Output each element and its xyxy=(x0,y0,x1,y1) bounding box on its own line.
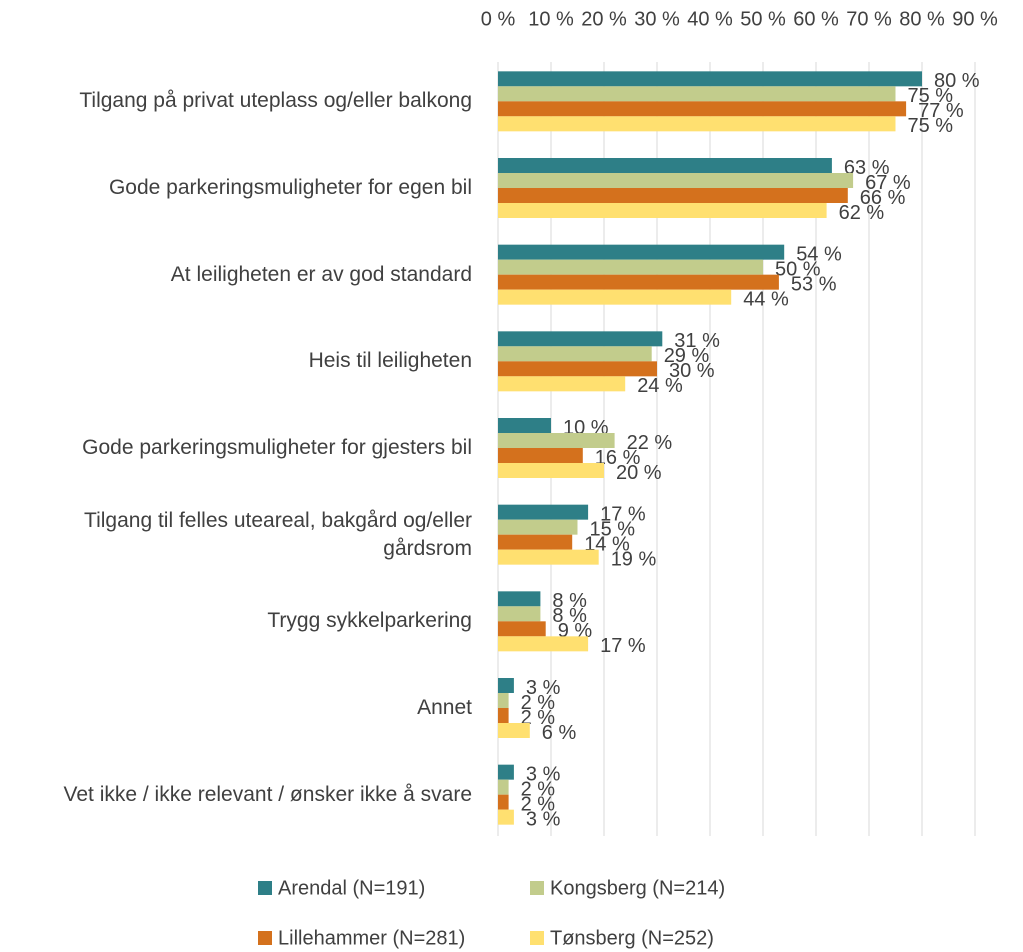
bar xyxy=(498,621,546,637)
legend-label: Kongsberg (N=214) xyxy=(550,877,725,899)
data-label: 53 % xyxy=(791,273,837,295)
bar xyxy=(498,244,785,260)
category-label: Annet xyxy=(417,696,472,719)
data-label: 77 % xyxy=(918,100,964,122)
legend-swatch xyxy=(530,881,544,895)
data-label: 67 % xyxy=(865,172,911,194)
data-label: 80 % xyxy=(934,70,980,92)
x-tick-label: 60 % xyxy=(793,8,839,30)
bar xyxy=(498,274,779,290)
bar xyxy=(498,764,514,780)
bar xyxy=(498,779,509,795)
data-label: 17 % xyxy=(600,635,646,657)
data-label: 30 % xyxy=(669,360,715,382)
bar xyxy=(498,534,573,550)
data-label: 50 % xyxy=(775,258,821,280)
data-label: 20 % xyxy=(616,462,662,484)
legend-swatch xyxy=(530,931,544,945)
bar xyxy=(498,101,907,117)
bar xyxy=(498,693,509,708)
bar xyxy=(498,361,657,377)
category-label: Trygg sykkelparkering xyxy=(267,609,472,633)
legend-label: Tønsberg (N=252) xyxy=(550,927,714,949)
category-label: Heis til leiligheten xyxy=(308,349,472,373)
bar xyxy=(498,448,583,463)
bar xyxy=(498,86,896,102)
bar xyxy=(498,463,604,478)
bar xyxy=(498,418,551,433)
bar xyxy=(498,708,509,723)
x-tick-label: 30 % xyxy=(634,8,680,30)
data-label: 75 % xyxy=(908,115,954,137)
data-label: 3 % xyxy=(526,677,561,699)
bar xyxy=(498,433,615,448)
bar xyxy=(498,71,922,87)
data-label: 19 % xyxy=(611,548,657,570)
x-tick-label: 50 % xyxy=(740,8,786,30)
x-tick-label: 40 % xyxy=(687,8,733,30)
data-label: 24 % xyxy=(637,375,683,397)
data-label: 31 % xyxy=(674,330,720,352)
bar xyxy=(498,289,732,305)
bar xyxy=(498,678,514,693)
legend-label: Lillehammer (N=281) xyxy=(278,927,465,949)
data-label: 44 % xyxy=(743,288,789,310)
bar xyxy=(498,723,530,738)
bar xyxy=(498,549,599,565)
bar xyxy=(498,504,589,520)
bar xyxy=(498,158,832,173)
bar xyxy=(498,116,896,132)
data-label: 2 % xyxy=(521,778,556,800)
data-label: 16 % xyxy=(595,447,641,469)
data-label: 3 % xyxy=(526,808,561,830)
bar xyxy=(498,188,848,203)
bar xyxy=(498,809,514,825)
data-label: 29 % xyxy=(664,345,710,367)
x-tick-label: 20 % xyxy=(581,8,627,30)
x-tick-label: 10 % xyxy=(528,8,574,30)
bar xyxy=(498,173,854,188)
bar xyxy=(498,519,578,535)
bar xyxy=(498,331,663,347)
data-label: 63 % xyxy=(844,157,890,179)
legend-label: Arendal (N=191) xyxy=(278,877,425,899)
bar xyxy=(498,203,827,218)
data-label: 62 % xyxy=(839,202,885,224)
x-tick-label: 80 % xyxy=(899,8,945,30)
legend-swatch xyxy=(258,931,272,945)
category-label: Tilgang til felles uteareal, bakgård og/… xyxy=(84,508,472,560)
data-label: 2 % xyxy=(521,793,556,815)
data-label: 15 % xyxy=(590,518,636,540)
data-label: 8 % xyxy=(552,590,587,612)
bar xyxy=(498,376,626,392)
bar xyxy=(498,259,763,275)
bar xyxy=(498,606,541,622)
category-label: Tilgang på privat uteplass og/eller balk… xyxy=(79,89,472,113)
x-tick-label: 0 % xyxy=(481,8,516,30)
category-label: Gode parkeringsmuligheter for gjesters b… xyxy=(82,436,472,459)
category-label: Vet ikke / ikke relevant / ønsker ikke å… xyxy=(63,782,473,806)
data-label: 8 % xyxy=(552,605,587,627)
data-label: 6 % xyxy=(542,722,577,744)
bar xyxy=(498,591,541,607)
bar xyxy=(498,636,589,652)
data-label: 54 % xyxy=(796,243,842,265)
x-tick-label: 70 % xyxy=(846,8,892,30)
category-label: Gode parkeringsmuligheter for egen bil xyxy=(108,176,472,199)
data-label: 3 % xyxy=(526,763,561,785)
data-label: 66 % xyxy=(860,187,906,209)
legend-swatch xyxy=(258,881,272,895)
category-label: At leiligheten er av god standard xyxy=(170,262,472,286)
x-tick-label: 90 % xyxy=(952,8,998,30)
bar xyxy=(498,346,652,362)
data-label: 75 % xyxy=(908,85,954,107)
data-label: 17 % xyxy=(600,503,646,525)
data-label: 2 % xyxy=(521,692,556,714)
data-label: 22 % xyxy=(627,432,673,454)
bar xyxy=(498,794,509,810)
